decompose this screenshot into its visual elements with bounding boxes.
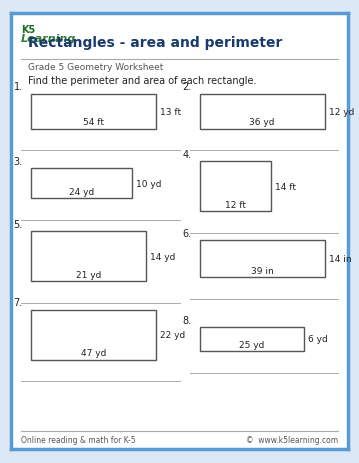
- Text: 22 yd: 22 yd: [160, 331, 185, 339]
- FancyBboxPatch shape: [200, 94, 325, 129]
- Text: 39 in: 39 in: [251, 266, 274, 275]
- Text: 14 yd: 14 yd: [150, 252, 175, 261]
- Text: K5: K5: [21, 25, 35, 35]
- Text: Rectangles - area and perimeter: Rectangles - area and perimeter: [28, 36, 282, 50]
- Text: 8.: 8.: [182, 315, 191, 325]
- FancyBboxPatch shape: [200, 327, 304, 351]
- Text: 2.: 2.: [182, 82, 191, 92]
- Text: 24 yd: 24 yd: [69, 188, 94, 197]
- Text: 21 yd: 21 yd: [76, 270, 101, 279]
- Text: 14 in: 14 in: [328, 254, 351, 263]
- Text: Find the perimeter and area of each rectangle.: Find the perimeter and area of each rect…: [28, 75, 256, 86]
- Text: 3.: 3.: [13, 156, 23, 166]
- Text: 36 yd: 36 yd: [250, 118, 275, 127]
- FancyBboxPatch shape: [31, 310, 156, 360]
- Text: 1.: 1.: [13, 82, 23, 92]
- Text: 54 ft: 54 ft: [83, 118, 104, 127]
- Text: 12 yd: 12 yd: [328, 107, 354, 116]
- Text: ©  www.k5learning.com: © www.k5learning.com: [246, 435, 338, 444]
- Text: 10 yd: 10 yd: [136, 179, 162, 188]
- Text: 4.: 4.: [182, 150, 191, 160]
- FancyBboxPatch shape: [200, 162, 271, 212]
- Text: 7.: 7.: [13, 298, 23, 307]
- Text: Online reading & math for K-5: Online reading & math for K-5: [21, 435, 135, 444]
- Text: Grade 5 Geometry Worksheet: Grade 5 Geometry Worksheet: [28, 63, 163, 72]
- Text: 14 ft: 14 ft: [275, 182, 296, 191]
- Text: 12 ft: 12 ft: [225, 201, 246, 210]
- Text: 6 yd: 6 yd: [308, 335, 328, 344]
- Text: Learning: Learning: [21, 33, 76, 44]
- Text: 5.: 5.: [13, 219, 23, 229]
- FancyBboxPatch shape: [31, 94, 156, 129]
- Text: 13 ft: 13 ft: [160, 107, 181, 116]
- Text: 6.: 6.: [182, 228, 191, 238]
- FancyBboxPatch shape: [31, 232, 146, 282]
- FancyBboxPatch shape: [200, 240, 325, 277]
- Text: 47 yd: 47 yd: [81, 349, 106, 358]
- Text: 25 yd: 25 yd: [239, 340, 265, 349]
- FancyBboxPatch shape: [31, 169, 132, 199]
